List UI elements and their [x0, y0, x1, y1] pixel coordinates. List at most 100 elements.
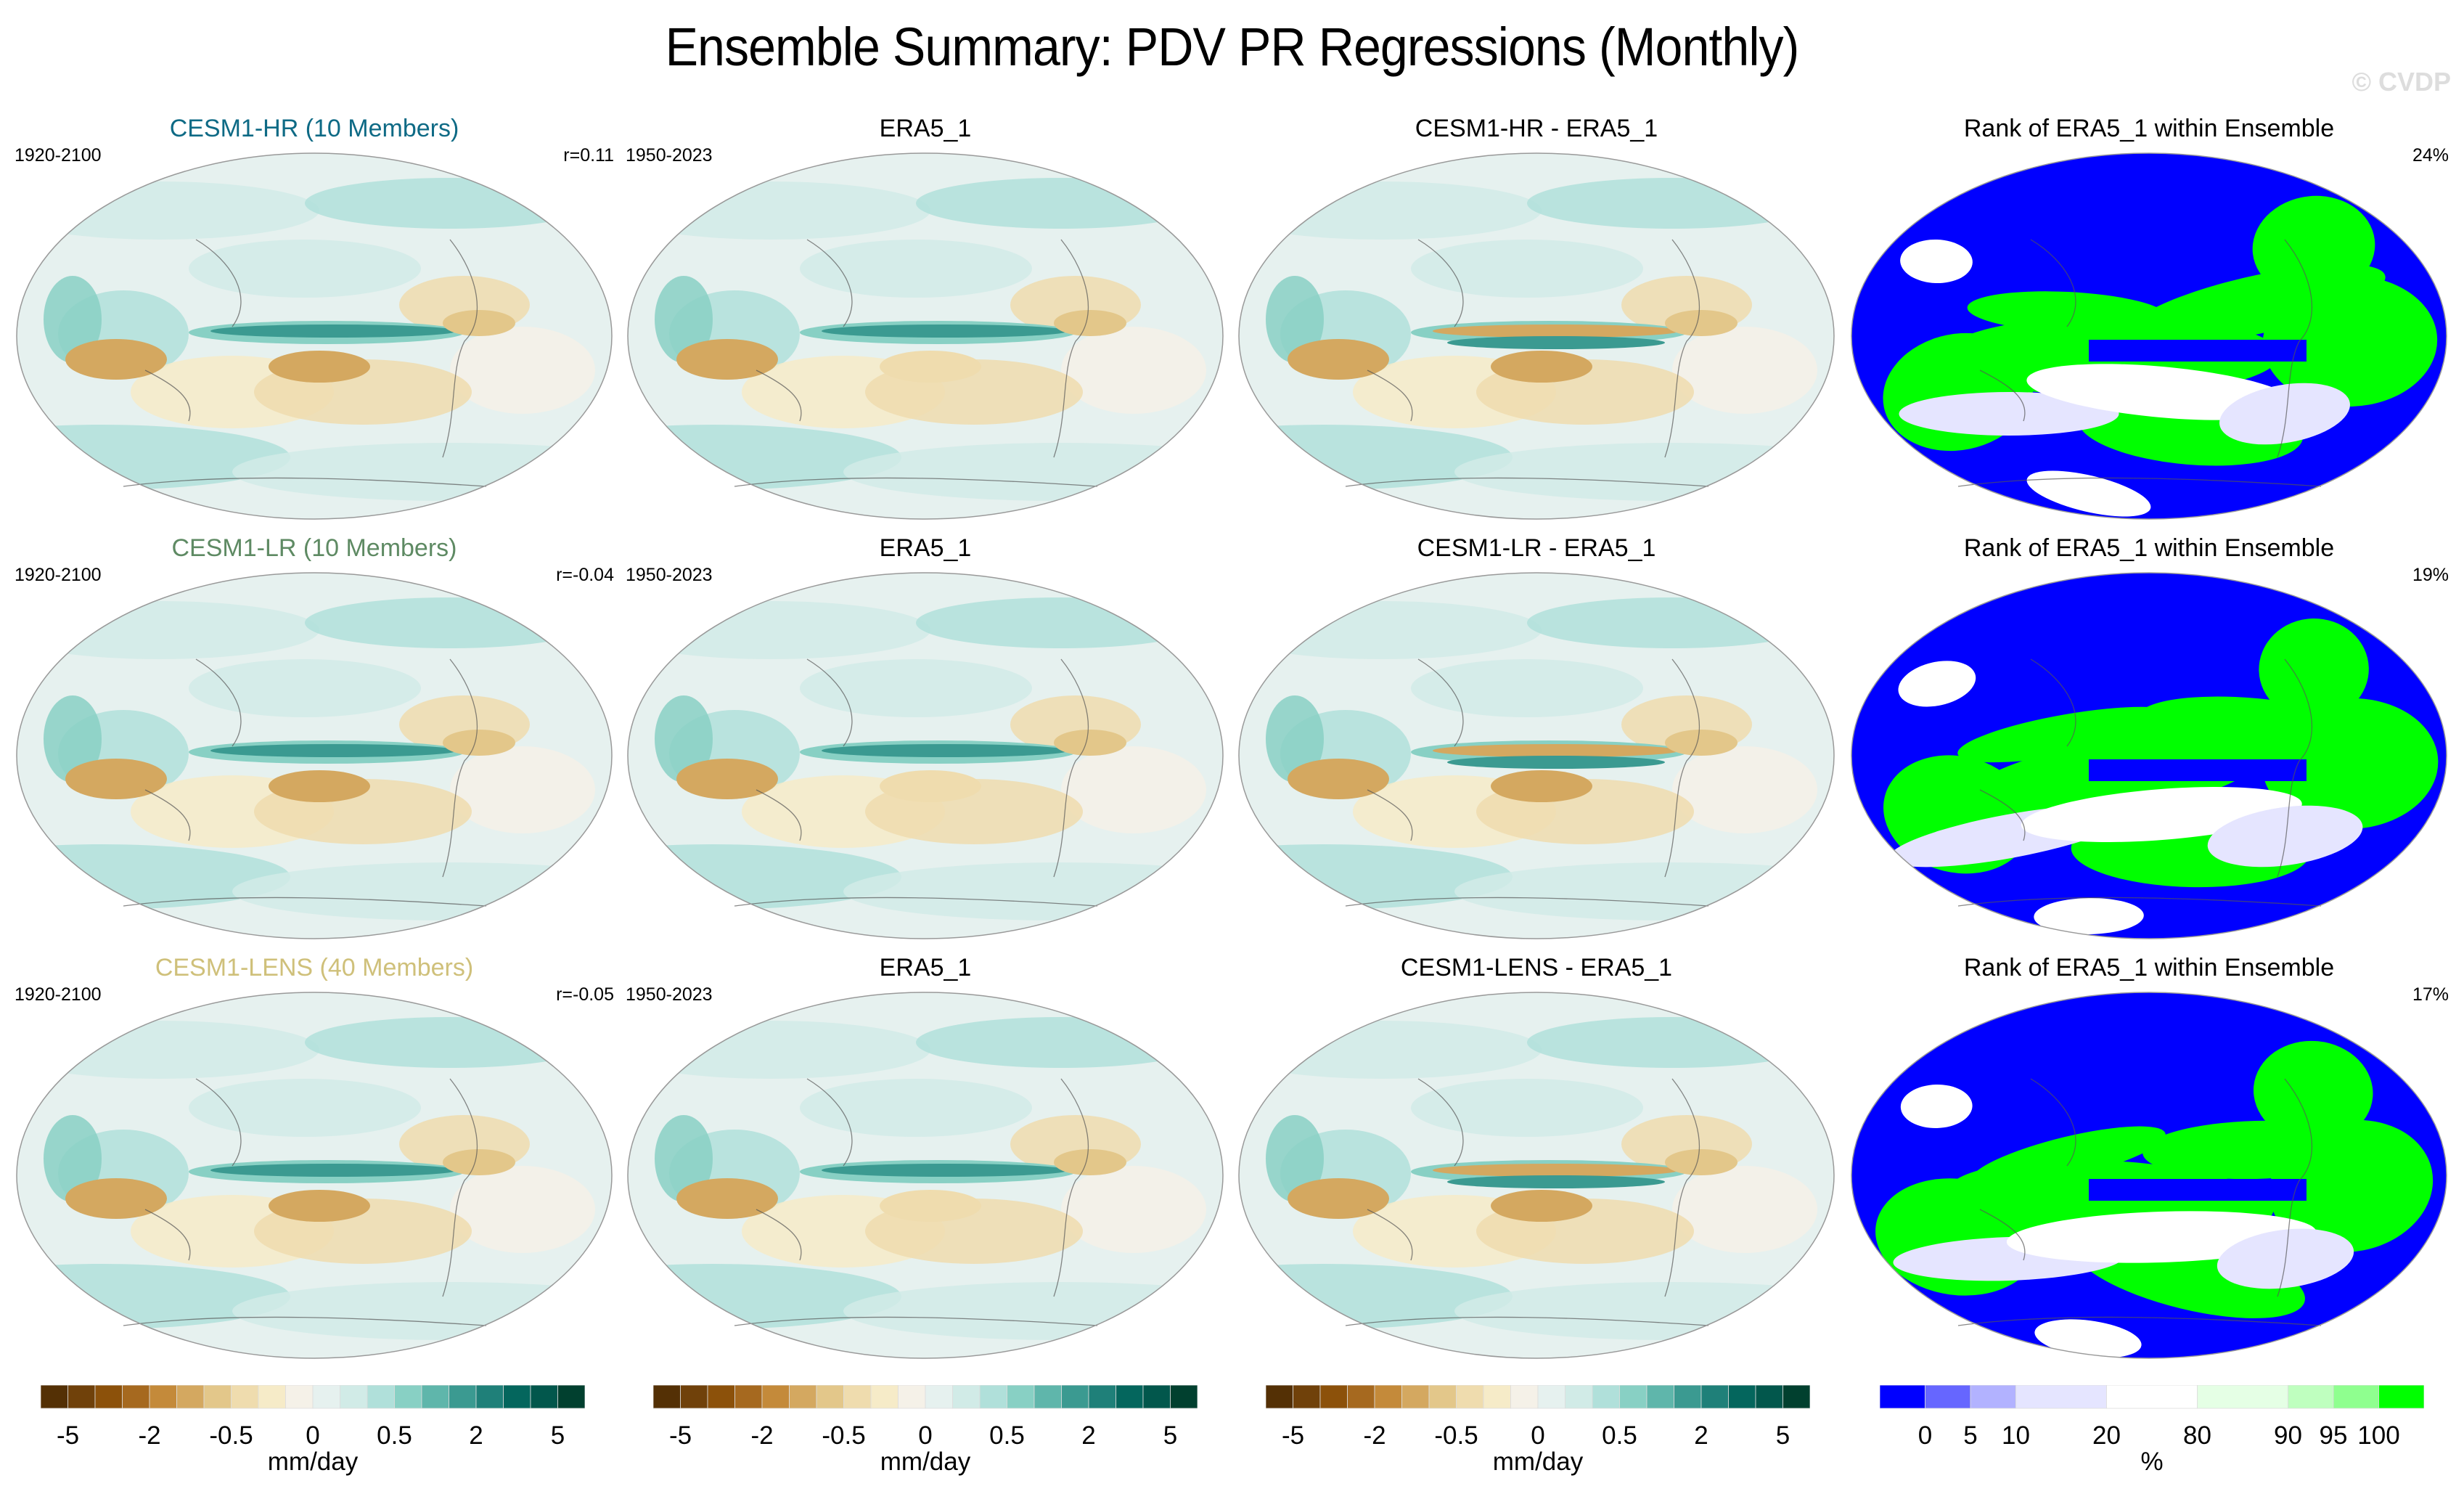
- colorbar-tick-label: 2: [469, 1421, 483, 1450]
- colorbar-box: [1347, 1385, 1375, 1409]
- rank-percent-label: 17%: [2412, 984, 2449, 1005]
- colorbar-box: [1456, 1385, 1484, 1409]
- dry-anomaly: [1665, 310, 1738, 336]
- colorbar-box: [312, 1385, 340, 1409]
- colorbar-tick-label: 5: [550, 1421, 565, 1450]
- colorbar-box: [1483, 1385, 1511, 1409]
- dry-anomaly: [676, 339, 778, 380]
- dry-anomaly: [269, 770, 370, 802]
- coastline: [123, 658, 487, 907]
- field-patch: [1061, 1166, 1206, 1253]
- colorbar-tick-label: 0.5: [989, 1421, 1025, 1450]
- regression-map: [627, 992, 1224, 1359]
- coastline: [1345, 658, 1709, 907]
- panel-title: CESM1-LR - ERA5_1: [1417, 534, 1656, 562]
- rank-region: [2034, 897, 2144, 935]
- colorbar-box: [1266, 1385, 1293, 1409]
- rank-region: [1899, 391, 2119, 436]
- map-border: [1851, 572, 2447, 939]
- equatorial-band-south: [1447, 1175, 1665, 1188]
- rank-region: [2026, 470, 2151, 517]
- map-border: [1851, 152, 2447, 520]
- field-patch: [1266, 1115, 1324, 1202]
- period-label: 1950-2023: [626, 145, 713, 166]
- dry-anomaly: [1054, 1149, 1126, 1175]
- field-patch: [1672, 1166, 1817, 1253]
- rank-map: [1851, 152, 2447, 520]
- colorbar-tick-label: 0.5: [377, 1421, 412, 1450]
- colorbar-tick-label: 0.5: [1602, 1421, 1637, 1450]
- colorbar-box: [707, 1385, 735, 1409]
- panel-diff-row2: CESM1-LR - ERA5_1: [1237, 534, 1836, 941]
- colorbar-box: [2378, 1385, 2424, 1409]
- field-patch: [17, 181, 319, 240]
- map-border: [1851, 992, 2447, 1359]
- field-patch: [450, 327, 595, 414]
- colorbar-box: [231, 1385, 259, 1409]
- colorbar-box: [176, 1385, 205, 1409]
- colorbar-tick-label: 10: [2002, 1421, 2030, 1450]
- colorbar-box: [898, 1385, 926, 1409]
- colorbar-box: [449, 1385, 477, 1409]
- colorbar-tick-label: 0: [306, 1421, 320, 1450]
- field-patch: [1527, 597, 1817, 648]
- map-border: [627, 992, 1224, 1359]
- colorbar-tick-label: 5: [1775, 1421, 1790, 1450]
- colorbar-tick-label: 5: [1963, 1421, 1978, 1450]
- colorbar-box: [203, 1385, 232, 1409]
- regression-map: [627, 152, 1224, 520]
- colorbar-tick-label: 2: [1081, 1421, 1096, 1450]
- colorbar-box: [789, 1385, 817, 1409]
- panel-obs-row3: ERA5_1 1950-2023: [626, 954, 1225, 1360]
- rank-region: [2259, 618, 2369, 721]
- equatorial-band-core: [1433, 1164, 1679, 1177]
- coastline: [1957, 239, 2322, 487]
- coastline: [734, 658, 1098, 907]
- panel-title: Rank of ERA5_1 within Ensemble: [1963, 534, 2335, 562]
- equatorial-band-core: [1433, 324, 1679, 338]
- field-patch: [1239, 601, 1542, 659]
- panel-rank-row3: Rank of ERA5_1 within Ensemble 17%: [1849, 954, 2449, 1360]
- colorbar-box: [122, 1385, 150, 1409]
- dry-anomaly: [1665, 1149, 1738, 1175]
- map-border: [1238, 992, 1835, 1359]
- period-label: 1950-2023: [626, 565, 713, 585]
- colorbar-box: [761, 1385, 790, 1409]
- colorbar-box: [1374, 1385, 1402, 1409]
- period-label: 1920-2100: [15, 984, 102, 1005]
- field-patch: [44, 1115, 102, 1202]
- dry-anomaly: [65, 1178, 167, 1219]
- dry-anomaly: [269, 1190, 370, 1222]
- field-patch: [1266, 276, 1324, 363]
- colorbar-box: [1428, 1385, 1457, 1409]
- colorbar-box: [1034, 1385, 1062, 1409]
- equatorial-band-core: [822, 744, 1068, 757]
- colorbar-box: [1401, 1385, 1430, 1409]
- field-patch: [1239, 1264, 1513, 1329]
- regression-map: [16, 992, 613, 1359]
- colorbar-box: [680, 1385, 708, 1409]
- rank-colorbar: 0 5 10 20 80 90 95 100%: [1880, 1385, 2431, 1494]
- equatorial-band-core: [210, 1164, 457, 1177]
- equatorial-band-core: [210, 744, 457, 757]
- colorbar-tick-label: -5: [56, 1421, 80, 1450]
- colorbar-tick-label: 90: [2274, 1421, 2302, 1450]
- colorbar-box: [2333, 1385, 2379, 1409]
- colorbar-tick-label: 20: [2092, 1421, 2121, 1450]
- rank-map: [1851, 572, 2447, 939]
- equatorial-band-south: [1447, 336, 1665, 349]
- pr-colorbar: -5 -2 -0.5 0 0.5 2 5 mm/day: [1266, 1385, 1817, 1494]
- colorbar-tick-label: -2: [138, 1421, 161, 1450]
- dry-anomaly: [880, 770, 981, 802]
- rank-region: [2034, 1319, 2142, 1358]
- colorbar-box: [421, 1385, 449, 1409]
- panel-obs-row2: ERA5_1 1950-2023: [626, 534, 1225, 941]
- period-label: 1950-2023: [626, 984, 713, 1005]
- pr-colorbar: -5 -2 -0.5 0 0.5 2 5 mm/day: [41, 1385, 592, 1494]
- field-patch: [1239, 425, 1513, 490]
- colorbar-box: [394, 1385, 422, 1409]
- dry-anomaly: [1665, 730, 1738, 756]
- colorbar-boxes: [1266, 1385, 1810, 1409]
- regression-map: [1238, 992, 1835, 1359]
- dry-anomaly: [1491, 1190, 1592, 1222]
